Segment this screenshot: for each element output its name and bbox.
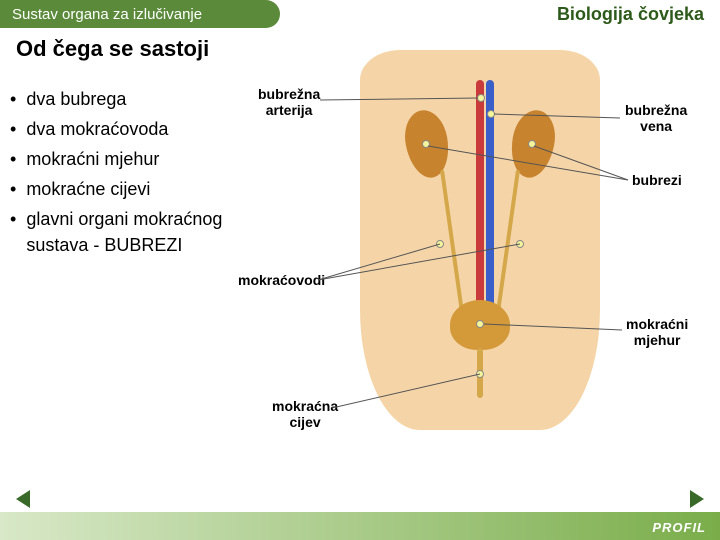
label-kidneys: bubrezi: [632, 172, 682, 188]
bullet-text: dva mokraćovoda: [26, 116, 168, 142]
bullet-text: mokraćni mjehur: [26, 146, 159, 172]
marker-icon: [436, 240, 444, 248]
list-item: • glavni organi mokraćnog sustava - BUBRE…: [10, 206, 240, 258]
label-ureters: mokraćovodi: [238, 272, 325, 288]
marker-icon: [528, 140, 536, 148]
list-item: • dva bubrega: [10, 86, 240, 112]
marker-icon: [516, 240, 524, 248]
prev-button[interactable]: [16, 490, 30, 508]
header-left-title: Sustav organa za izlučivanje: [12, 6, 202, 23]
label-vein: bubrežna vena: [625, 102, 687, 134]
marker-icon: [476, 370, 484, 378]
bullet-text: mokraćne cijevi: [26, 176, 150, 202]
list-item: • mokraćne cijevi: [10, 176, 240, 202]
bullet-dot: •: [10, 86, 16, 112]
marker-icon: [476, 320, 484, 328]
bullet-dot: •: [10, 206, 16, 232]
header: Sustav organa za izlučivanje Biologija č…: [0, 0, 720, 30]
bullet-text: glavni organi mokraćnog sustava - BUBREZ…: [26, 206, 240, 258]
marker-icon: [477, 94, 485, 102]
header-right-title: Biologija čovjeka: [557, 4, 704, 25]
marker-icon: [487, 110, 495, 118]
list-item: • dva mokraćovoda: [10, 116, 240, 142]
bullet-dot: •: [10, 116, 16, 142]
renal-artery: [476, 80, 484, 310]
marker-icon: [422, 140, 430, 148]
anatomy-diagram: [330, 50, 630, 430]
label-bladder: mokraćni mjehur: [626, 316, 688, 348]
page-subtitle: Od čega se sastoji: [16, 36, 209, 62]
bullet-list: • dva bubrega • dva mokraćovoda • mokraćni …: [10, 86, 240, 262]
footer-bar: PROFIL: [0, 512, 720, 540]
bullet-text: dva bubrega: [26, 86, 126, 112]
header-left-pill: Sustav organa za izlučivanje: [0, 0, 280, 28]
next-button[interactable]: [690, 490, 704, 508]
list-item: • mokraćni mjehur: [10, 146, 240, 172]
bullet-dot: •: [10, 146, 16, 172]
label-urethra: mokraćna cijev: [272, 398, 338, 430]
label-artery: bubrežna arterija: [258, 86, 320, 118]
bullet-dot: •: [10, 176, 16, 202]
brand-logo: PROFIL: [652, 520, 706, 535]
